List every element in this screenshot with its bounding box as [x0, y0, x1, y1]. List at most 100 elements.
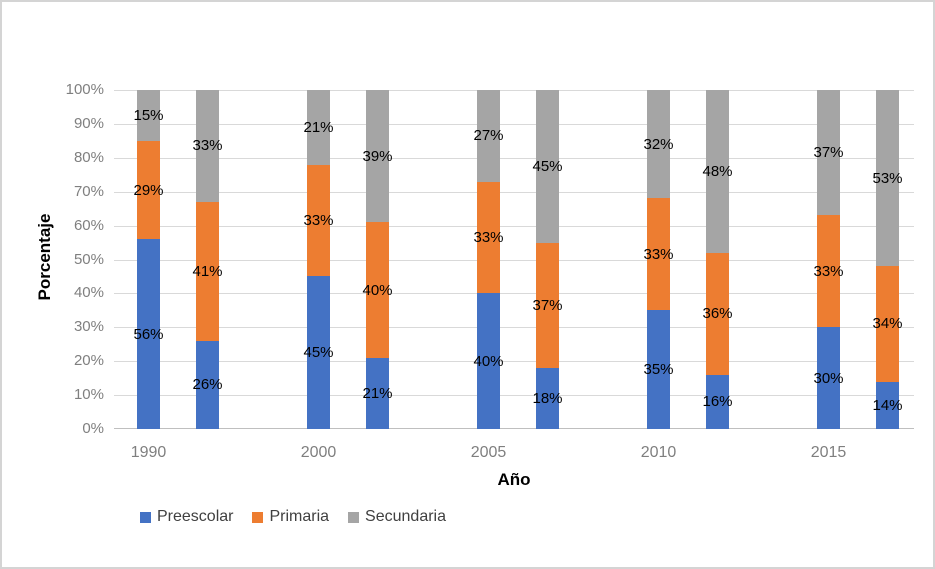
- y-tick-label: 90%: [73, 115, 104, 132]
- data-label-primaria: 37%: [532, 297, 563, 314]
- data-label-primaria: 40%: [362, 282, 393, 299]
- x-category-label: 2000: [300, 444, 337, 461]
- bar-segment-preescolar: [477, 293, 500, 429]
- stacked-bar-1990-1: [137, 90, 160, 429]
- bar-segment-preescolar: [536, 367, 559, 429]
- legend-label: Secundaria: [365, 508, 446, 525]
- x-category-label: 1990: [130, 444, 167, 461]
- data-label-primaria: 41%: [192, 263, 223, 280]
- x-category-label: 2015: [810, 444, 847, 461]
- plot-area: 56% 29% 15% 26% 41% 33% 1990 45% 33% 21% 21% 40% 39%…: [114, 90, 914, 461]
- bar-segment-primaria: [307, 164, 330, 277]
- y-tick-label: 70%: [73, 183, 104, 200]
- stacked-bar-1990-2: [196, 90, 219, 429]
- bar-segment-secundaria: [876, 90, 899, 267]
- bar-segment-preescolar: [366, 357, 389, 429]
- gridline: [114, 192, 914, 193]
- data-label-primaria: 33%: [303, 212, 334, 229]
- bar-segment-preescolar: [307, 276, 330, 429]
- stacked-bar-2005-2: [536, 90, 559, 429]
- bar-segment-primaria: [477, 181, 500, 294]
- y-tick-label: 80%: [73, 149, 104, 166]
- data-label-preescolar: 21%: [362, 385, 393, 402]
- y-tick-label: 0%: [82, 420, 104, 437]
- legend-item-primaria: Primaria: [252, 507, 329, 527]
- data-label-preescolar: 56%: [133, 326, 164, 343]
- gridline: [114, 226, 914, 227]
- legend-swatch-icon: [348, 511, 360, 523]
- gridline: [114, 361, 914, 362]
- gridline: [114, 158, 914, 159]
- bar-segment-primaria: [137, 140, 160, 240]
- y-tick-label: 30%: [73, 318, 104, 335]
- bar-segment-secundaria: [137, 90, 160, 141]
- bar-segment-preescolar: [647, 310, 670, 429]
- y-tick-label: 10%: [73, 386, 104, 403]
- bar-segment-primaria: [706, 252, 729, 375]
- bar-segment-secundaria: [706, 90, 729, 253]
- data-label-preescolar: 30%: [813, 370, 844, 387]
- gridline: [114, 124, 914, 125]
- y-tick-label: 20%: [73, 352, 104, 369]
- data-label-primaria: 29%: [133, 182, 164, 199]
- y-tick-label: 40%: [73, 284, 104, 301]
- legend-item-preescolar: Preescolar: [140, 507, 233, 527]
- data-label-primaria: 33%: [813, 263, 844, 280]
- data-label-preescolar: 35%: [643, 361, 674, 378]
- bar-segment-secundaria: [817, 90, 840, 216]
- stacked-bar-2015-2: [876, 90, 899, 429]
- bar-segment-primaria: [366, 222, 389, 358]
- stacked-bar-2000-1: [307, 90, 330, 429]
- bar-segment-preescolar: [196, 340, 219, 429]
- data-label-preescolar: 26%: [192, 376, 223, 393]
- data-label-secundaria: 37%: [813, 144, 844, 161]
- stacked-bar-2015-1: [817, 90, 840, 429]
- data-label-secundaria: 27%: [473, 127, 504, 144]
- data-label-preescolar: 16%: [702, 393, 733, 410]
- bar-segment-primaria: [647, 198, 670, 311]
- bar-segment-secundaria: [647, 90, 670, 199]
- gridline: [114, 327, 914, 328]
- gridline: [114, 395, 914, 396]
- x-category-label: 2005: [470, 444, 507, 461]
- bar-segment-secundaria: [536, 90, 559, 243]
- bar-segment-preescolar: [876, 381, 899, 429]
- data-label-secundaria: 21%: [303, 119, 334, 136]
- gridline: [114, 90, 914, 91]
- bar-segment-secundaria: [307, 90, 330, 165]
- data-label-secundaria: 32%: [643, 136, 674, 153]
- data-label-preescolar: 14%: [872, 397, 903, 414]
- bar-segment-primaria: [817, 215, 840, 328]
- stacked-bar-2010-1: [647, 90, 670, 429]
- bar-segment-preescolar: [137, 239, 160, 429]
- bar-segment-primaria: [536, 242, 559, 368]
- data-label-primaria: 34%: [872, 315, 903, 332]
- data-label-secundaria: 33%: [192, 137, 223, 154]
- stacked-bar-2005-1: [477, 90, 500, 429]
- data-label-secundaria: 39%: [362, 148, 393, 165]
- legend-label: Preescolar: [157, 508, 234, 525]
- legend-item-secundaria: Secundaria: [348, 507, 446, 527]
- data-label-secundaria: 15%: [133, 107, 164, 124]
- data-label-secundaria: 53%: [872, 170, 903, 187]
- bar-segment-preescolar: [706, 374, 729, 429]
- bar-segment-preescolar: [817, 327, 840, 429]
- gridline: [114, 293, 914, 294]
- x-category-label: 2010: [640, 444, 677, 461]
- legend-label: Primaria: [269, 508, 330, 525]
- gridline: [114, 260, 914, 261]
- bar-segment-secundaria: [196, 90, 219, 202]
- data-label-preescolar: 18%: [532, 390, 563, 407]
- y-tick-label: 100%: [65, 81, 104, 98]
- y-tick-label: 50%: [73, 251, 104, 268]
- data-label-preescolar: 40%: [473, 353, 504, 370]
- bar-segment-secundaria: [477, 90, 500, 182]
- legend-swatch-icon: [140, 511, 151, 523]
- bar-segment-secundaria: [366, 90, 389, 223]
- x-axis-line: [114, 428, 914, 429]
- data-label-primaria: 33%: [473, 229, 504, 246]
- data-label-secundaria: 45%: [532, 158, 563, 175]
- y-tick-label: 60%: [73, 217, 104, 234]
- data-label-primaria: 33%: [643, 246, 674, 263]
